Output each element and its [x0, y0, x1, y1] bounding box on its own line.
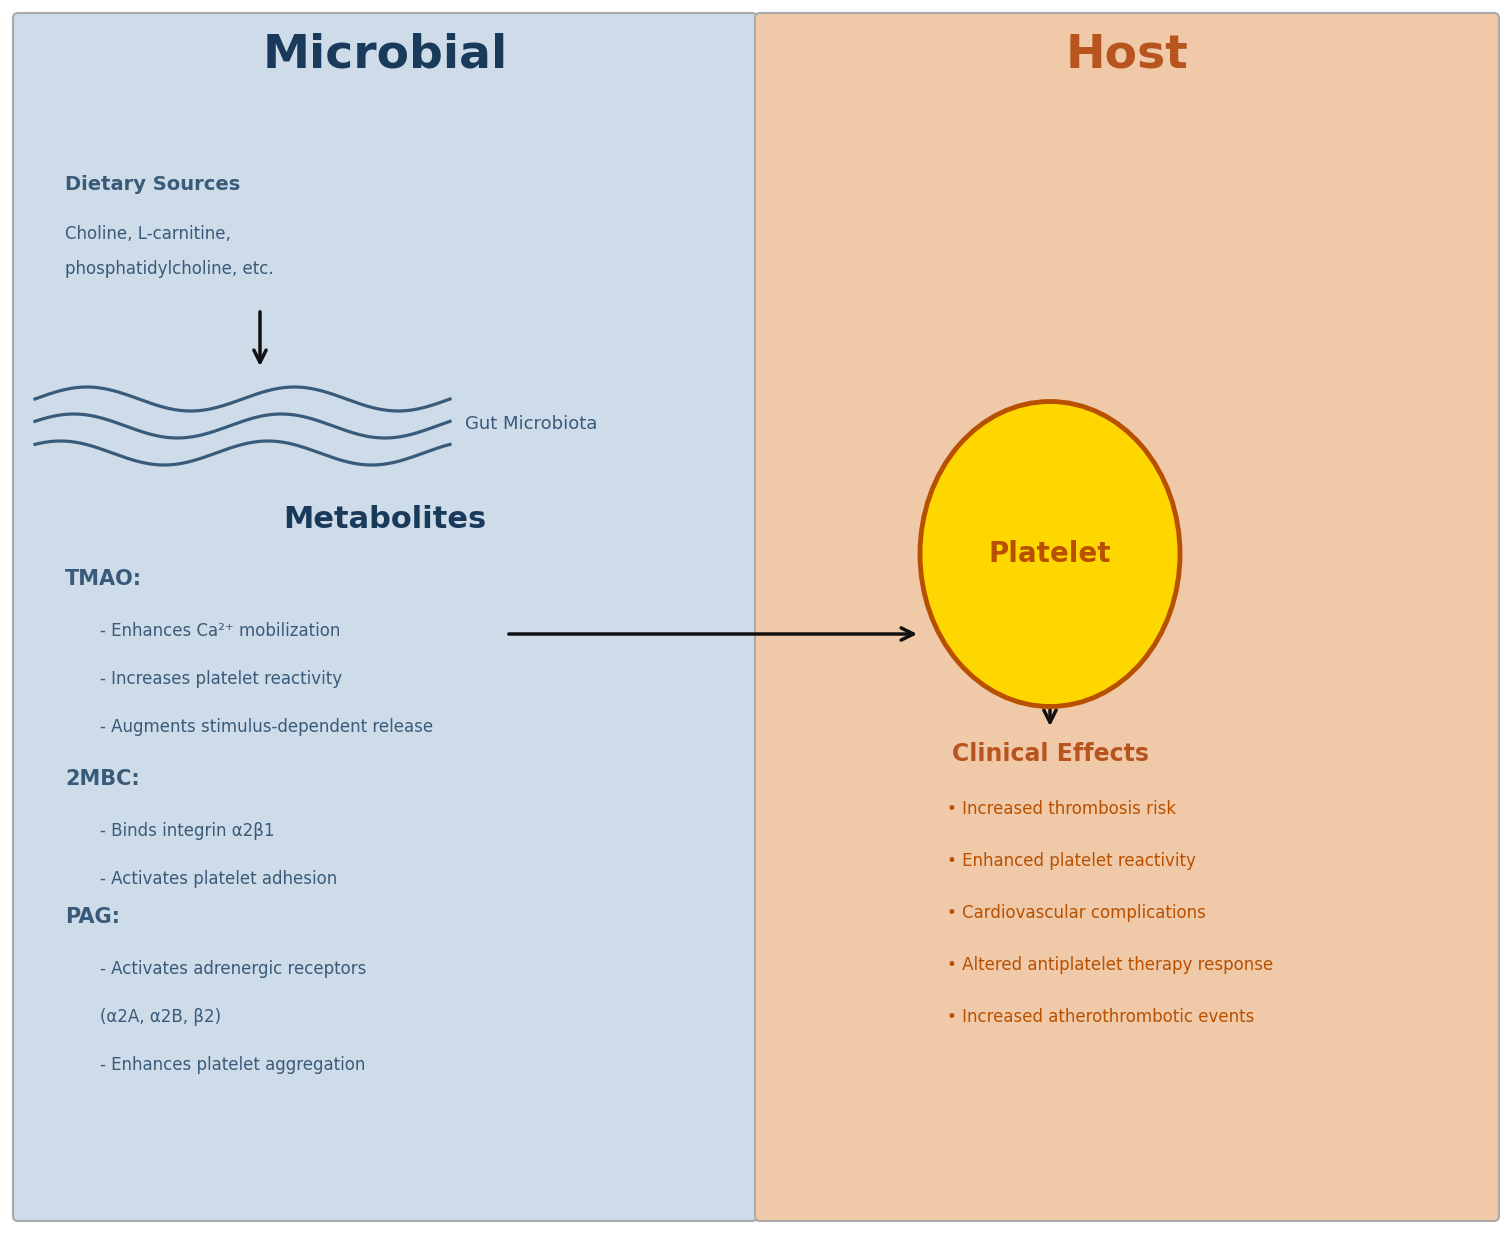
Text: - Activates platelet adhesion: - Activates platelet adhesion	[100, 870, 337, 888]
FancyBboxPatch shape	[754, 14, 1498, 1220]
Text: - Enhances Ca²⁺ mobilization: - Enhances Ca²⁺ mobilization	[100, 622, 340, 640]
Text: Microbial: Microbial	[263, 32, 508, 78]
Text: TMAO:: TMAO:	[65, 569, 142, 589]
Text: Choline, L-carnitine,: Choline, L-carnitine,	[65, 225, 231, 243]
Text: Dietary Sources: Dietary Sources	[65, 174, 240, 194]
Text: - Enhances platelet aggregation: - Enhances platelet aggregation	[100, 1056, 366, 1074]
Text: - Increases platelet reactivity: - Increases platelet reactivity	[100, 670, 342, 689]
Text: - Augments stimulus-dependent release: - Augments stimulus-dependent release	[100, 718, 432, 735]
Text: • Increased thrombosis risk: • Increased thrombosis risk	[947, 800, 1176, 818]
FancyBboxPatch shape	[14, 14, 758, 1220]
Text: Host: Host	[1066, 32, 1188, 78]
Ellipse shape	[919, 401, 1179, 707]
Text: Gut Microbiota: Gut Microbiota	[466, 415, 597, 433]
Text: • Cardiovascular complications: • Cardiovascular complications	[947, 905, 1207, 922]
Text: - Binds integrin α2β1: - Binds integrin α2β1	[100, 822, 275, 840]
Text: Platelet: Platelet	[989, 540, 1111, 568]
Text: • Enhanced platelet reactivity: • Enhanced platelet reactivity	[947, 851, 1196, 870]
Text: Clinical Effects: Clinical Effects	[951, 742, 1149, 766]
Text: 2MBC:: 2MBC:	[65, 769, 139, 789]
Text: • Increased atherothrombotic events: • Increased atherothrombotic events	[947, 1008, 1255, 1025]
Text: phosphatidylcholine, etc.: phosphatidylcholine, etc.	[65, 260, 274, 278]
Text: (α2A, α2B, β2): (α2A, α2B, β2)	[100, 1008, 221, 1025]
Text: PAG:: PAG:	[65, 907, 119, 927]
Text: • Altered antiplatelet therapy response: • Altered antiplatelet therapy response	[947, 956, 1273, 974]
Text: Metabolites: Metabolites	[283, 505, 487, 533]
Text: - Activates adrenergic receptors: - Activates adrenergic receptors	[100, 960, 366, 979]
